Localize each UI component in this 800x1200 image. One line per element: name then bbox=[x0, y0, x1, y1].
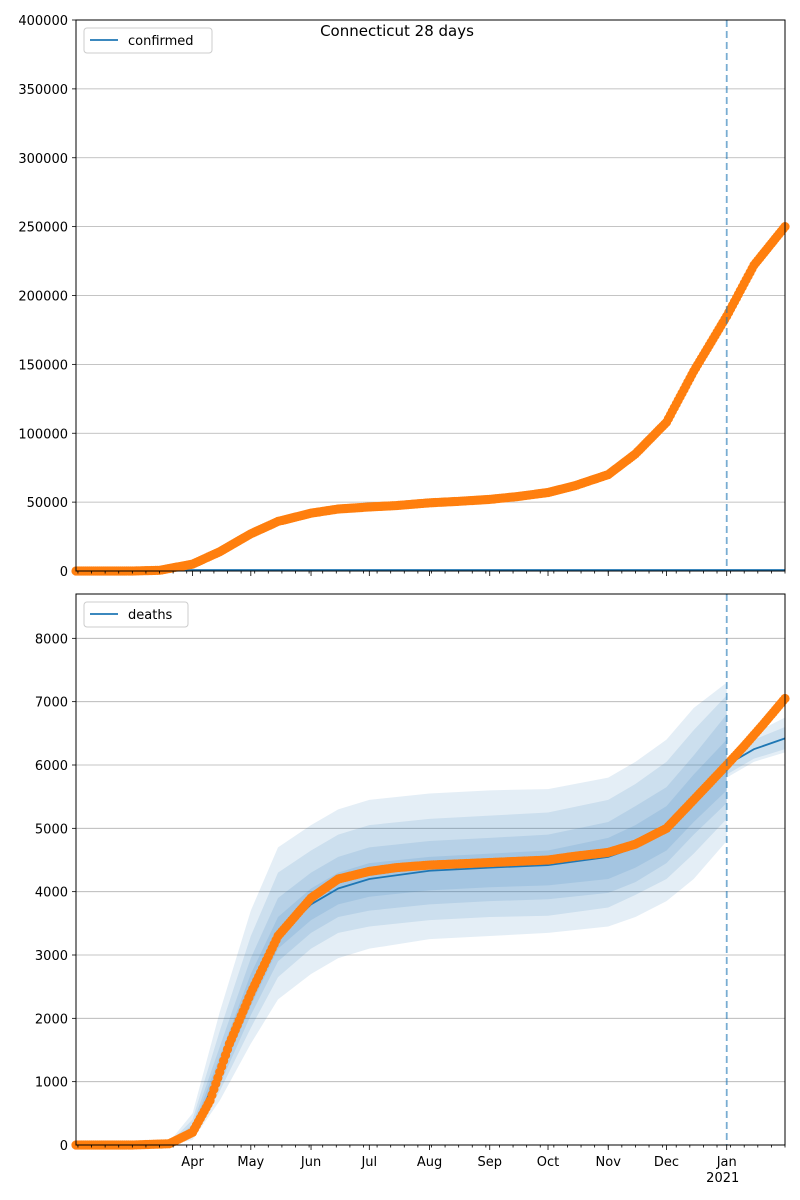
legend: confirmed bbox=[83, 27, 213, 54]
y-tick-label: 8000 bbox=[35, 632, 68, 647]
y-tick-label: 7000 bbox=[35, 696, 68, 711]
x-tick-sublabel: 2021 bbox=[706, 1171, 739, 1186]
confidence-band bbox=[169, 682, 727, 1145]
x-tick-label: Aug bbox=[417, 1155, 442, 1170]
y-tick-label: 100000 bbox=[18, 427, 68, 442]
x-tick-label: Nov bbox=[596, 1155, 622, 1170]
legend-box bbox=[83, 601, 189, 628]
x-tick-label: Apr bbox=[181, 1155, 204, 1170]
y-tick-label: 6000 bbox=[35, 759, 68, 774]
y-tick-label: 4000 bbox=[35, 886, 68, 901]
x-tick-label: Jun bbox=[300, 1155, 321, 1170]
y-tick-label: 0 bbox=[60, 1139, 68, 1154]
legend-label: confirmed bbox=[128, 34, 194, 49]
figure-title: Connecticut 28 days bbox=[320, 22, 474, 40]
deaths-panel: 0 1000 2000 3000 4000 5000 6000 7000 8000 Apr May J… bbox=[35, 593, 790, 1186]
x-tick-label: Jan bbox=[716, 1155, 737, 1170]
legend-label: deaths bbox=[128, 608, 173, 623]
y-tick-label: 1000 bbox=[35, 1076, 68, 1091]
axes-frame bbox=[75, 19, 786, 572]
confidence-band bbox=[169, 695, 727, 1145]
confidence-band bbox=[726, 727, 785, 775]
x-tick-label: Dec bbox=[654, 1155, 679, 1170]
x-tick-label: Sep bbox=[477, 1155, 502, 1170]
x-tick-label: May bbox=[237, 1155, 264, 1170]
y-tick-label: 350000 bbox=[18, 83, 68, 98]
y-tick-label: 0 bbox=[60, 565, 68, 580]
y-tick-label: 3000 bbox=[35, 949, 68, 964]
confirmed-panel: 0 50000 100000 150000 200000 250000 300000 3500… bbox=[18, 14, 790, 580]
y-tick-label: 150000 bbox=[18, 358, 68, 373]
confidence-band bbox=[169, 739, 727, 1145]
y-tick-label: 2000 bbox=[35, 1012, 68, 1027]
y-tick-label: 200000 bbox=[18, 290, 68, 305]
x-tick-label: Oct bbox=[537, 1155, 559, 1170]
y-tick-label: 300000 bbox=[18, 152, 68, 167]
y-tick-label: 250000 bbox=[18, 221, 68, 236]
y-tick-label: 400000 bbox=[18, 14, 68, 29]
x-tick-label: Jul bbox=[360, 1155, 377, 1170]
y-tick-label: 5000 bbox=[35, 822, 68, 837]
axes-frame bbox=[75, 593, 786, 1146]
legend: deaths bbox=[83, 601, 189, 628]
y-tick-label: 50000 bbox=[27, 496, 68, 511]
legend-box bbox=[83, 27, 213, 54]
